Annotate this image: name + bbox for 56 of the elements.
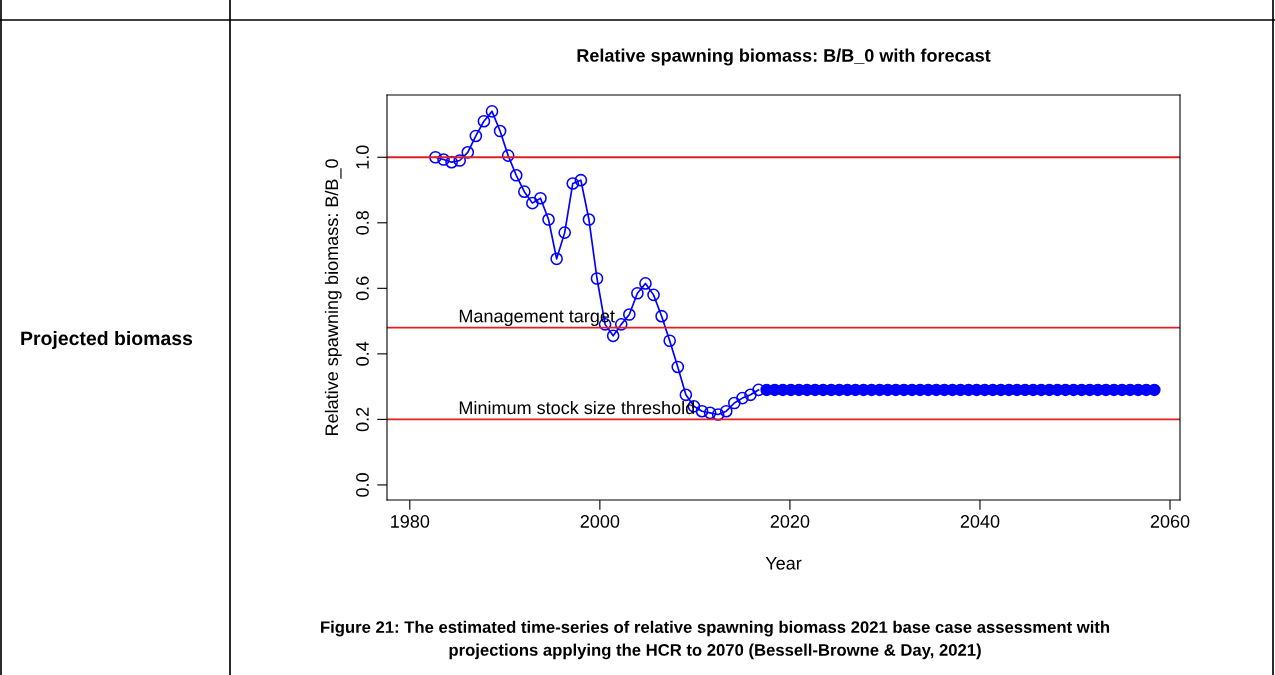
- point: [526, 196, 539, 210]
- point: [744, 388, 757, 402]
- point: [736, 391, 749, 405]
- point: [542, 213, 555, 226]
- point: [647, 288, 660, 302]
- point: [695, 404, 709, 418]
- point: [590, 272, 604, 285]
- point: [574, 173, 588, 187]
- point: [639, 277, 652, 290]
- point: [679, 388, 693, 402]
- point: [655, 309, 668, 323]
- point: [517, 185, 531, 198]
- x-axis-title: Year: [765, 557, 802, 570]
- x-tick-label: 1980: [391, 515, 430, 528]
- point: [558, 226, 572, 239]
- point: [429, 150, 442, 164]
- point: [671, 360, 685, 374]
- y-tick-label: 0.8: [356, 211, 369, 235]
- point: [606, 329, 620, 343]
- point: [582, 213, 596, 226]
- x-tick-label: 2020: [770, 515, 810, 528]
- point: [719, 404, 733, 418]
- point: [550, 252, 563, 266]
- point: [493, 124, 507, 138]
- point: [485, 105, 499, 118]
- y-tick-label: 1.0: [356, 145, 369, 169]
- point: [711, 408, 725, 421]
- point: [728, 396, 741, 410]
- text: Projected biomass: [21, 330, 193, 350]
- point: [614, 318, 628, 331]
- point: [509, 168, 523, 182]
- y-tick-label: 0.2: [356, 407, 369, 432]
- point: [631, 286, 644, 300]
- point: [752, 383, 765, 397]
- chart-title: Relative spawning biomass: B/B_0 with forecast: [577, 48, 991, 66]
- point: [534, 191, 547, 205]
- point: [703, 406, 717, 420]
- y-tick-label: 0.6: [356, 276, 369, 301]
- point: [477, 114, 491, 128]
- point: [445, 155, 458, 169]
- y-tick-label: 0.4: [356, 341, 369, 366]
- point: [566, 177, 580, 190]
- y-tick-label: 0.0: [356, 473, 369, 497]
- point: [453, 154, 467, 167]
- point: [461, 146, 475, 159]
- caption: Figure 21: The estimated time-series of relative spawning biomass 2021 base case assessment with projections applying the HCR to 2070 (Bessell-Browne & Day, 2021): [321, 620, 1110, 660]
- x-tick-label: 2060: [1150, 515, 1190, 528]
- point: [1148, 383, 1161, 397]
- y-axis-title: Relative spawning biomass: B/B_0: [324, 159, 342, 436]
- point: [469, 129, 483, 143]
- point: [622, 308, 636, 321]
- x-tick-label: 2040: [960, 515, 1000, 528]
- point: [501, 149, 515, 162]
- x-tick-label: 2000: [580, 515, 620, 528]
- point: [663, 334, 677, 348]
- point: [437, 153, 450, 166]
